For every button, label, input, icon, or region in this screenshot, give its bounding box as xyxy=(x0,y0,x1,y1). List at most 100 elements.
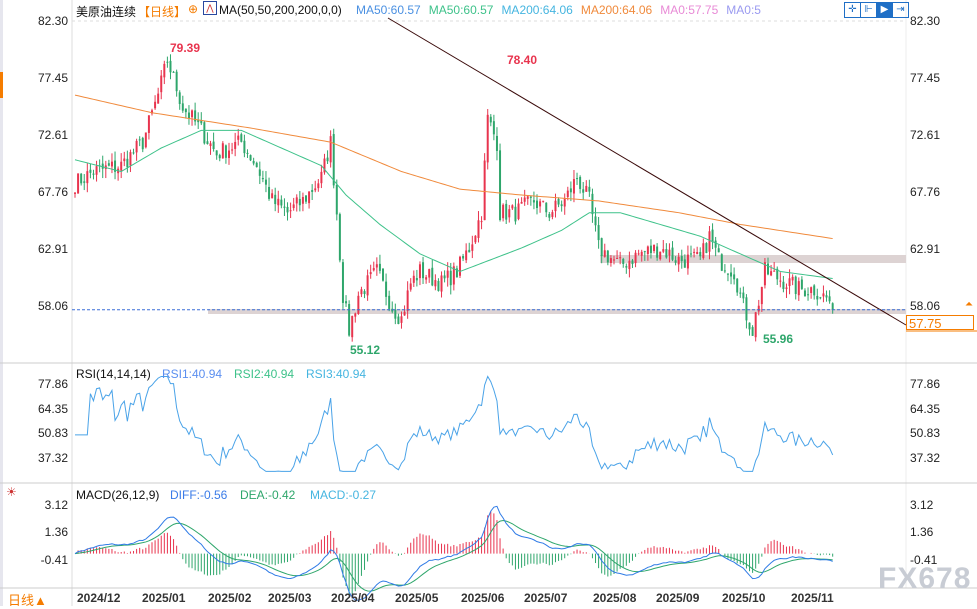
support-band xyxy=(208,309,906,314)
macd-axis-label-left: 1.36 xyxy=(44,525,68,540)
candle-body xyxy=(246,152,249,154)
candle-body xyxy=(699,251,702,257)
candle-body xyxy=(499,150,502,221)
candle-body xyxy=(643,251,646,253)
candle-body xyxy=(486,114,489,163)
ma-label: MA0:5 xyxy=(726,3,761,17)
candle-body xyxy=(739,292,742,294)
candle-body xyxy=(757,305,760,312)
candle-body xyxy=(129,152,132,166)
candle-body xyxy=(203,122,206,144)
candle-body xyxy=(292,204,295,209)
x-axis-label: 2025/11 xyxy=(791,591,834,605)
candle-body xyxy=(708,231,711,252)
candle-body xyxy=(723,270,726,272)
candle-body xyxy=(175,71,178,92)
candle-body xyxy=(147,115,150,133)
candle-body xyxy=(625,266,628,268)
dea-line xyxy=(74,520,833,592)
candle-body xyxy=(197,119,200,123)
ma-label: MA200:64.06 xyxy=(580,3,653,17)
candle-body xyxy=(566,190,569,197)
candle-body xyxy=(782,281,785,289)
candle-body xyxy=(317,183,320,189)
scroll-up-icon[interactable]: ⏶ xyxy=(965,299,973,310)
play-icon[interactable]: ▶ xyxy=(876,2,893,18)
go-end-icon[interactable]: ⇥ xyxy=(892,2,909,18)
period-button[interactable]: 日线▲ xyxy=(8,593,47,608)
price-axis-label-right: 58.06 xyxy=(910,299,941,314)
annotation-low-1: 55.12 xyxy=(350,343,381,357)
candle-body xyxy=(243,140,246,154)
candle-body xyxy=(690,253,692,255)
candle-body xyxy=(403,311,406,316)
range-icon[interactable]: ⊩ xyxy=(860,2,877,18)
candle-body xyxy=(619,257,622,259)
candle-body xyxy=(382,268,384,281)
candle-body xyxy=(616,257,619,259)
candle-body xyxy=(628,260,631,270)
macd-axis-label-left: -0.41 xyxy=(40,553,68,567)
candle-body xyxy=(508,209,511,218)
candle-body xyxy=(465,250,468,261)
annotation-high-1: 79.39 xyxy=(170,41,201,55)
candle-body xyxy=(634,252,637,264)
indicator-chart-icon[interactable]: ⋀ xyxy=(203,1,217,15)
candle-body xyxy=(326,157,329,162)
candle-body xyxy=(77,173,80,194)
candle-body xyxy=(569,188,572,193)
candle-body xyxy=(261,177,264,180)
candle-body xyxy=(705,243,708,253)
candle-body xyxy=(169,60,172,73)
annotation-low-2: 55.96 xyxy=(763,332,794,346)
crosshair-icon[interactable]: ✛ xyxy=(844,2,861,18)
candle-body xyxy=(92,173,95,175)
candle-body xyxy=(797,281,800,296)
macd-value-label: MACD:-0.27 xyxy=(310,488,377,502)
candle-body xyxy=(166,61,169,63)
x-axis-label: 2025/07 xyxy=(524,591,568,605)
candle-body xyxy=(828,296,831,302)
candle-body xyxy=(366,275,369,296)
add-indicator-icon[interactable]: ⊕ xyxy=(188,2,199,16)
ma-label: MA200:64.06 xyxy=(501,3,573,17)
candle-body xyxy=(252,160,255,164)
candle-body xyxy=(649,245,652,254)
candle-body xyxy=(274,194,277,205)
candle-body xyxy=(351,316,354,338)
x-axis-label: 2025/02 xyxy=(208,591,252,605)
candle-body xyxy=(388,295,391,309)
candle-body xyxy=(760,287,763,305)
candle-body xyxy=(209,143,212,147)
candle-body xyxy=(807,294,810,296)
candle-body xyxy=(95,166,98,175)
candle-body xyxy=(748,322,751,330)
ma-indicator-title[interactable]: MA(50,50,200,200,0,0) xyxy=(219,3,342,17)
candle-body xyxy=(218,155,221,159)
candle-body xyxy=(289,210,292,212)
candle-body xyxy=(536,200,538,209)
candle-body xyxy=(767,263,769,275)
candle-body xyxy=(733,274,736,280)
candle-body xyxy=(572,179,575,194)
candle-body xyxy=(702,243,705,258)
rsi-axis-label-left: 50.83 xyxy=(37,426,68,441)
candle-body xyxy=(431,267,434,286)
candle-body xyxy=(588,186,591,192)
candle-body xyxy=(187,112,190,119)
candle-body xyxy=(693,251,696,253)
rsi-axis-label-right: 64.35 xyxy=(910,401,941,416)
candle-body xyxy=(455,268,458,278)
candle-body xyxy=(600,238,603,257)
x-axis-label: 2025/10 xyxy=(722,591,766,605)
settings-sun-icon[interactable]: ☀ xyxy=(6,485,17,499)
price-axis-label-left: 77.45 xyxy=(37,71,68,86)
candle-body xyxy=(640,251,643,256)
candle-body xyxy=(477,220,480,238)
candle-body xyxy=(200,120,203,124)
candle-body xyxy=(514,206,517,222)
candle-body xyxy=(653,244,656,252)
candle-body xyxy=(751,327,754,336)
candle-body xyxy=(406,290,409,311)
